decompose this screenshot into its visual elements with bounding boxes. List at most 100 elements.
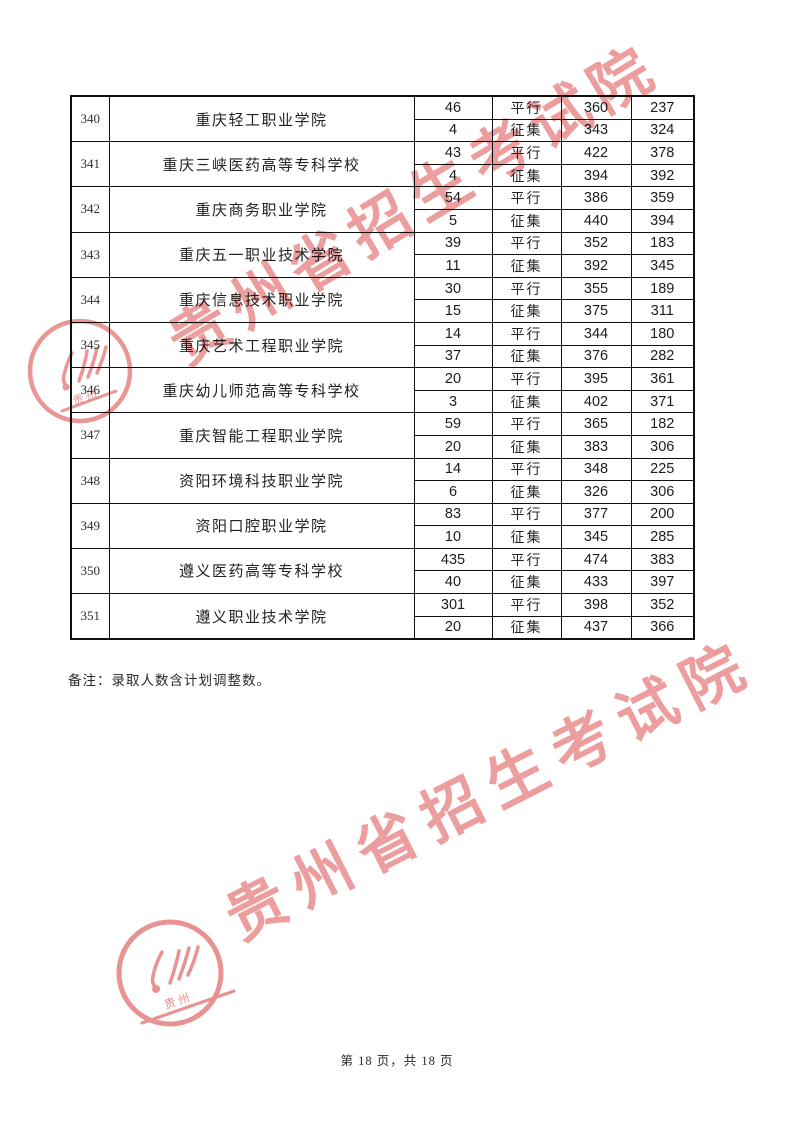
school-name-cell: 遵义职业技术学院: [108, 593, 415, 640]
row-number-cell: 342: [70, 186, 110, 233]
school-subrow: 3 征集 402 371: [71, 389, 695, 414]
row-number-cell: 349: [70, 502, 110, 549]
row-number-cell: 343: [70, 231, 110, 278]
min-score-cell: 345: [630, 254, 695, 278]
remark-note: 备注：录取人数含计划调整数。: [68, 673, 271, 688]
round-type-cell: 平行: [491, 321, 562, 346]
round-type-cell: 平行: [491, 231, 562, 256]
round-type-cell: 平行: [491, 141, 562, 165]
school-subrow: 11 征集 392 345: [71, 254, 695, 278]
max-score-cell: 386: [560, 186, 632, 210]
row-number-cell: 348: [70, 457, 110, 504]
max-score-cell: 422: [560, 141, 632, 165]
max-score-cell: 398: [560, 593, 632, 617]
max-score-cell: 344: [560, 321, 632, 346]
min-score-cell: 383: [630, 547, 695, 572]
max-score-cell: 377: [560, 502, 632, 527]
min-score-cell: 324: [630, 118, 695, 143]
row-number-cell: 340: [70, 95, 110, 143]
min-score-cell: 180: [630, 321, 695, 346]
count-cell: 3: [413, 389, 493, 414]
round-type-cell: 征集: [491, 344, 562, 369]
count-cell: 20: [413, 615, 493, 640]
max-score-cell: 365: [560, 412, 632, 436]
count-cell: 14: [413, 321, 493, 346]
min-score-cell: 282: [630, 344, 695, 369]
count-cell: 54: [413, 186, 493, 210]
watermark-bottom: 贵州省招生考试院: [215, 628, 766, 953]
school-subrow: 20 征集 437 366: [71, 615, 695, 640]
min-score-cell: 359: [630, 186, 695, 210]
row-number-cell: 344: [70, 276, 110, 323]
row-number-cell: 350: [70, 547, 110, 595]
min-score-cell: 225: [630, 457, 695, 482]
school-name-cell: 重庆信息技术职业学院: [108, 276, 415, 323]
school-name-cell: 重庆智能工程职业学院: [108, 412, 415, 459]
count-cell: 11: [413, 254, 493, 278]
round-type-cell: 平行: [491, 276, 562, 301]
admission-score-table: 340 重庆轻工职业学院 46 平行 360 237 4 征集 343 324 341 重庆三峡医药高…: [70, 95, 695, 641]
min-score-cell: 394: [630, 208, 695, 233]
min-score-cell: 392: [630, 163, 695, 188]
row-number-cell: 346: [70, 367, 110, 414]
school-row: 343 重庆五一职业技术学院 39 平行 352 183: [70, 231, 695, 278]
school-name-cell: 重庆五一职业技术学院: [108, 231, 415, 278]
count-cell: 46: [413, 95, 493, 120]
min-score-cell: 306: [630, 480, 695, 504]
school-name-cell: 重庆商务职业学院: [108, 186, 415, 233]
count-cell: 4: [413, 118, 493, 143]
count-cell: 43: [413, 141, 493, 165]
min-score-cell: 366: [630, 615, 695, 640]
max-score-cell: 433: [560, 570, 632, 595]
round-type-cell: 征集: [491, 163, 562, 188]
school-name-cell: 资阳口腔职业学院: [108, 502, 415, 549]
school-row: 341 重庆三峡医药高等专科学校 43 平行 422 378: [70, 141, 695, 188]
round-type-cell: 平行: [491, 547, 562, 572]
round-type-cell: 平行: [491, 95, 562, 120]
round-type-cell: 征集: [491, 570, 562, 595]
round-type-cell: 平行: [491, 593, 562, 617]
max-score-cell: 376: [560, 344, 632, 369]
school-row: 351 遵义职业技术学院 301 平行 398 352: [70, 593, 695, 640]
round-type-cell: 平行: [491, 412, 562, 436]
count-cell: 20: [413, 367, 493, 391]
round-type-cell: 征集: [491, 434, 562, 459]
row-number-cell: 351: [70, 593, 110, 640]
count-cell: 435: [413, 547, 493, 572]
round-type-cell: 征集: [491, 525, 562, 549]
school-name-cell: 重庆艺术工程职业学院: [108, 321, 415, 369]
max-score-cell: 375: [560, 299, 632, 323]
count-cell: 10: [413, 525, 493, 549]
school-name-cell: 重庆三峡医药高等专科学校: [108, 141, 415, 188]
max-score-cell: 383: [560, 434, 632, 459]
count-cell: 15: [413, 299, 493, 323]
count-cell: 301: [413, 593, 493, 617]
round-type-cell: 征集: [491, 389, 562, 414]
official-seal-bottom: 贵 州: [116, 919, 236, 1027]
school-name-cell: 资阳环境科技职业学院: [108, 457, 415, 504]
round-type-cell: 征集: [491, 208, 562, 233]
school-row: 340 重庆轻工职业学院 46 平行 360 237: [70, 95, 695, 143]
school-row: 344 重庆信息技术职业学院 30 平行 355 189: [70, 276, 695, 323]
min-score-cell: 237: [630, 95, 695, 120]
school-row: 345 重庆艺术工程职业学院 14 平行 344 180: [70, 321, 695, 369]
round-type-cell: 平行: [491, 502, 562, 527]
school-row: 342 重庆商务职业学院 54 平行 386 359: [70, 186, 695, 233]
round-type-cell: 平行: [491, 186, 562, 210]
max-score-cell: 345: [560, 525, 632, 549]
school-name-cell: 遵义医药高等专科学校: [108, 547, 415, 595]
round-type-cell: 征集: [491, 118, 562, 143]
max-score-cell: 355: [560, 276, 632, 301]
min-score-cell: 361: [630, 367, 695, 391]
school-name-cell: 重庆轻工职业学院: [108, 95, 415, 143]
row-number-cell: 347: [70, 412, 110, 459]
min-score-cell: 397: [630, 570, 695, 595]
round-type-cell: 征集: [491, 480, 562, 504]
score-table-body: 340 重庆轻工职业学院 46 平行 360 237 4 征集 343 324 341 重庆三峡医药高…: [70, 95, 695, 640]
count-cell: 30: [413, 276, 493, 301]
max-score-cell: 440: [560, 208, 632, 233]
count-cell: 4: [413, 163, 493, 188]
max-score-cell: 402: [560, 389, 632, 414]
school-row: 350 遵义医药高等专科学校 435 平行 474 383: [70, 547, 695, 595]
school-row: 347 重庆智能工程职业学院 59 平行 365 182: [70, 412, 695, 459]
